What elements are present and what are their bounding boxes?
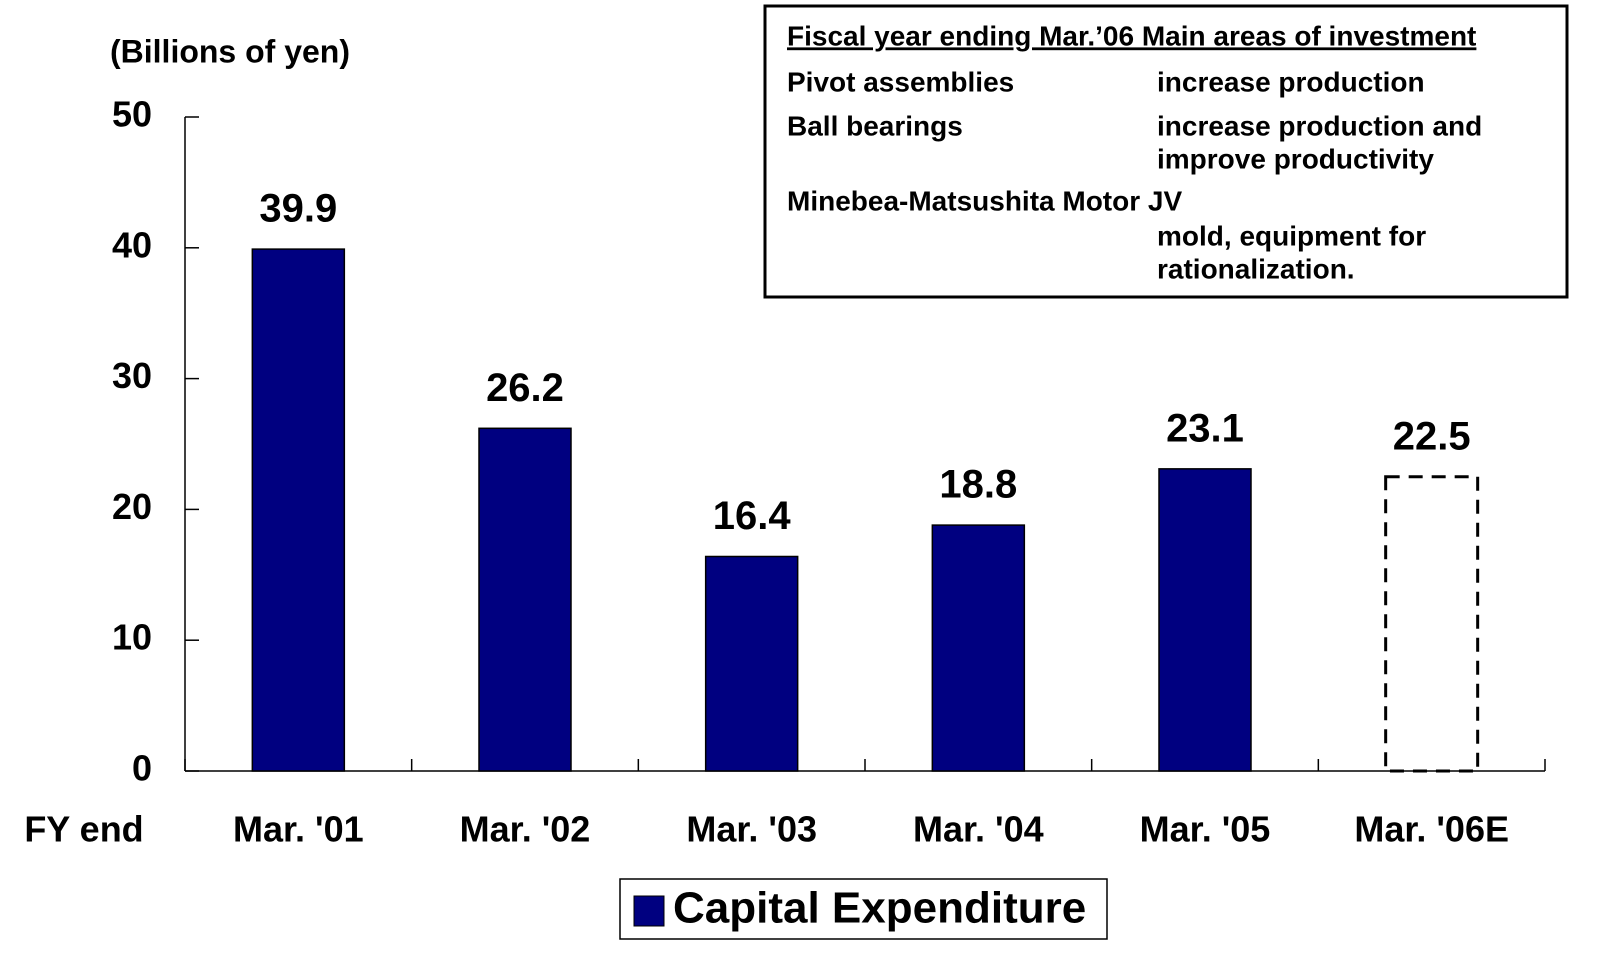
y-tick-label: 40 — [112, 224, 152, 265]
bar — [478, 427, 572, 772]
legend-swatch — [633, 895, 665, 927]
data-label: 23.1 — [1166, 406, 1244, 450]
note-box — [763, 4, 1569, 299]
x-tick-label: Mar. '01 — [233, 809, 364, 850]
legend-label: Capital Expenditure — [673, 884, 1086, 933]
x-tick-label: Mar. '04 — [913, 809, 1044, 850]
data-label: 18.8 — [939, 463, 1017, 507]
x-tick-label: Mar. '06E — [1354, 809, 1509, 850]
bar — [704, 555, 799, 772]
y-tick-label: 0 — [132, 748, 152, 789]
y-tick-label: 30 — [112, 355, 152, 396]
data-label: 22.5 — [1393, 414, 1471, 458]
x-tick-label: Mar. '02 — [460, 809, 591, 850]
y-axis-label: (Billions of yen) — [110, 33, 350, 69]
data-label: 26.2 — [486, 366, 564, 410]
bar — [1384, 475, 1480, 773]
note-description: rationalization. — [1157, 253, 1355, 284]
y-tick-label: 50 — [112, 94, 152, 135]
y-tick-label: 10 — [112, 617, 152, 658]
bar — [1158, 468, 1252, 772]
bar — [931, 524, 1026, 772]
note-item: Minebea-Matsushita Motor JV — [787, 185, 1182, 216]
data-label: 16.4 — [713, 494, 792, 538]
legend-box — [619, 878, 1108, 940]
note-description: mold, equipment for — [1157, 220, 1426, 251]
note-description: increase production — [1157, 66, 1425, 97]
note-title: Fiscal year ending Mar.’06 Main areas of… — [787, 20, 1476, 51]
bar — [251, 248, 346, 772]
x-axis-label: FY end — [24, 809, 143, 850]
note-item: Ball bearings — [787, 110, 963, 141]
x-tick-label: Mar. '03 — [686, 809, 817, 850]
x-tick-label: Mar. '05 — [1140, 809, 1271, 850]
note-description: increase production and — [1157, 110, 1482, 141]
note-description: improve productivity — [1157, 143, 1434, 174]
data-label: 39.9 — [259, 187, 337, 231]
y-tick-label: 20 — [112, 486, 152, 527]
note-item: Pivot assemblies — [787, 66, 1014, 97]
